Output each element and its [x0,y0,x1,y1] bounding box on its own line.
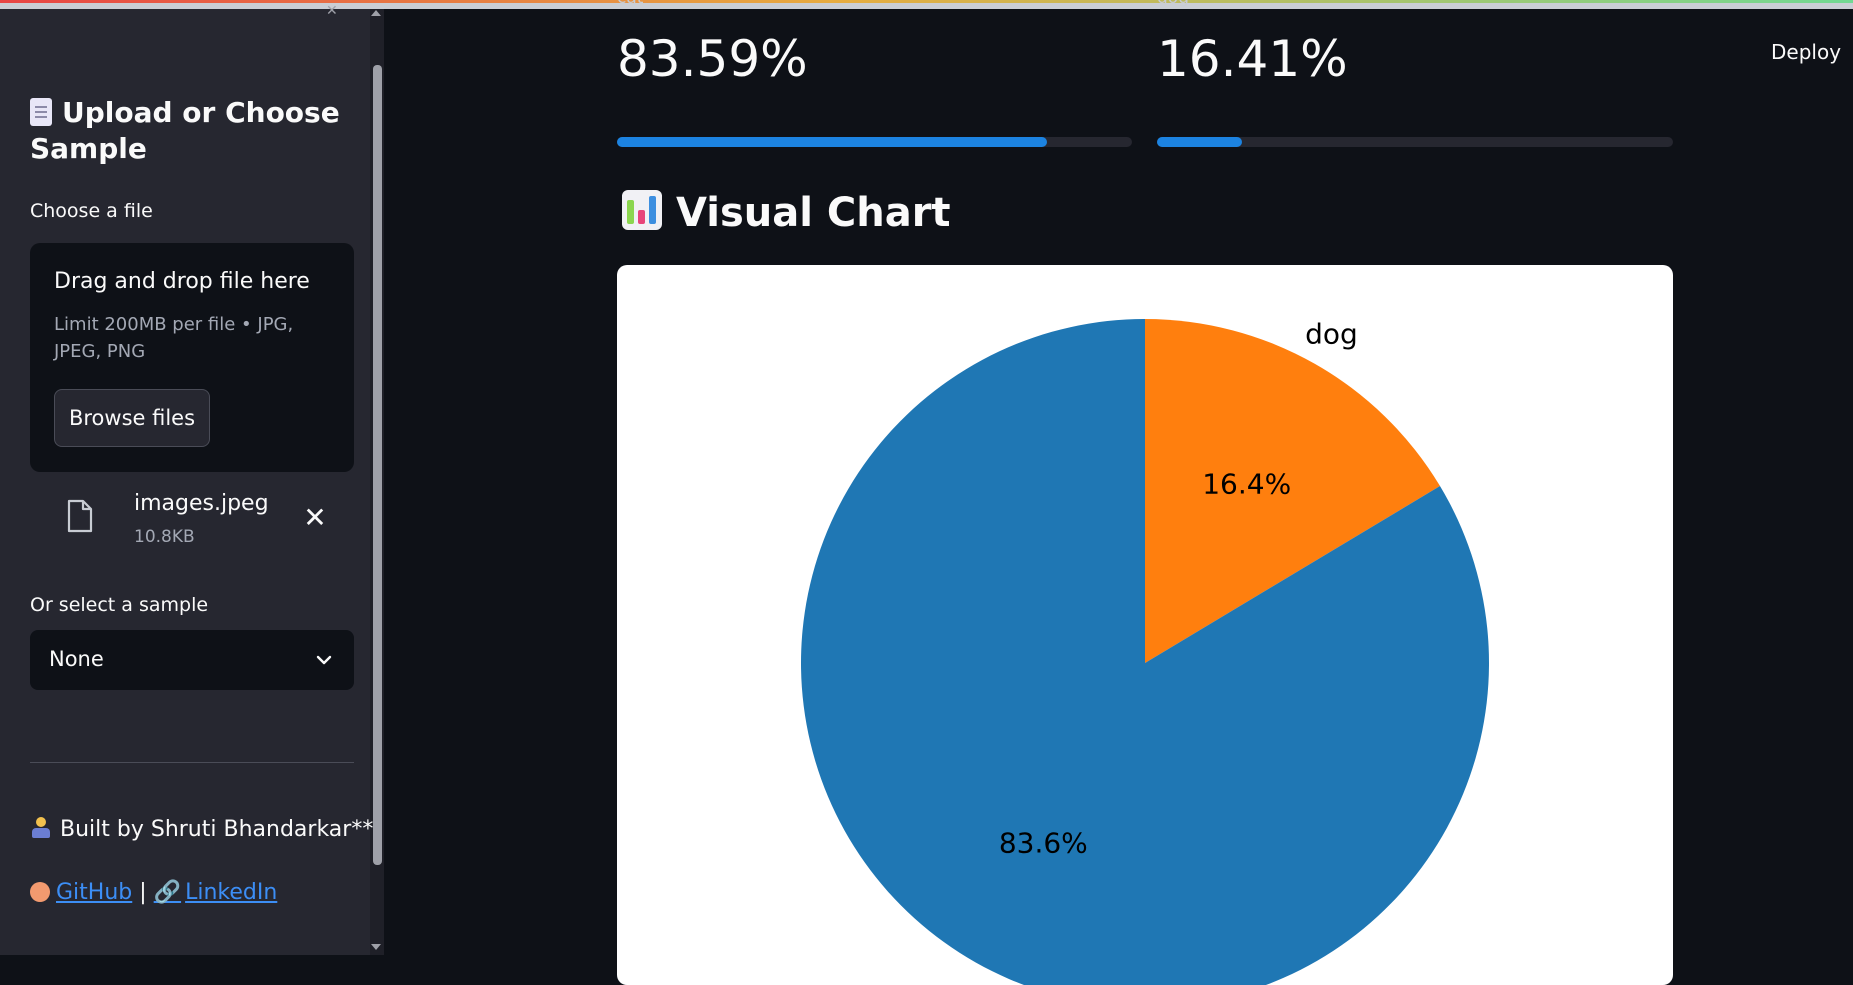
chart-card: 16.4% dog 83.6% [617,265,1673,985]
scroll-up-arrow-icon[interactable] [371,10,381,16]
deploy-button[interactable]: Deploy [1771,40,1842,64]
credit-text: Built by Shruti Bhandarkar** [60,817,374,842]
dropzone-limit-text: Limit 200MB per file • JPG, JPEG, PNG [54,314,294,362]
sidebar-heading: Upload or Choose Sample [30,95,350,167]
chevron-down-icon [316,655,332,665]
sidebar-divider [30,762,354,763]
metric-label-cat: cat [617,0,643,8]
sidebar-heading-text: Upload or Choose Sample [30,96,340,165]
github-link[interactable]: GitHub [30,880,132,905]
technologist-icon [30,817,52,839]
pie-category-label-dog: dog [1305,318,1358,351]
browse-files-button[interactable]: Browse files [54,389,210,447]
section-title-text: Visual Chart [676,190,951,236]
remove-file-close-icon[interactable]: ✕ [303,501,327,534]
uploaded-file-size: 10.8KB [134,527,195,547]
scroll-down-arrow-icon[interactable] [371,944,381,950]
top-decoration-bar [0,0,1853,9]
social-links: GitHub | 🔗 LinkedIn [30,880,277,905]
sample-select-value: None [49,647,104,671]
progress-fill-cat [617,137,1048,147]
sidebar-collapse-icon[interactable]: ✕ [326,3,338,19]
github-link-text: GitHub [56,880,133,905]
girl-icon [30,882,50,902]
uploaded-file-name: images.jpeg [134,491,269,516]
document-icon [30,98,52,126]
link-icon: 🔗 [153,880,182,905]
select-sample-label: Or select a sample [30,594,209,616]
progress-fill-dog [1157,137,1242,147]
bar-chart-icon [622,190,662,230]
credit-line: Built by Shruti Bhandarkar** [30,817,373,842]
linkedin-link-text: LinkedIn [185,880,278,905]
file-icon [67,499,93,533]
pie-slice-dog [1145,319,1440,663]
metric-value-dog: 16.41% [1157,30,1348,88]
progress-bar-cat [617,137,1132,147]
choose-file-label: Choose a file [30,200,153,222]
metric-label-dog: dog [1157,0,1189,8]
linkedin-link[interactable]: 🔗 LinkedIn [154,880,278,905]
pie-pct-label-cat: 83.6% [999,827,1088,860]
metric-value-cat: 83.59% [617,30,808,88]
pie-pct-label-dog: 16.4% [1202,467,1291,500]
sidebar: ✕ Upload or Choose Sample Choose a file … [0,3,384,955]
pie-slice-cat [800,319,1489,985]
links-separator: | [139,880,147,905]
pie-chart: 16.4% dog 83.6% [800,318,1489,985]
progress-bar-dog [1157,137,1673,147]
file-dropzone[interactable]: Drag and drop file here Limit 200MB per … [30,243,354,472]
sample-select[interactable]: None [30,630,354,690]
section-title: Visual Chart [622,190,951,236]
sidebar-scroll-thumb[interactable] [373,65,382,865]
dropzone-title: Drag and drop file here [54,269,310,294]
